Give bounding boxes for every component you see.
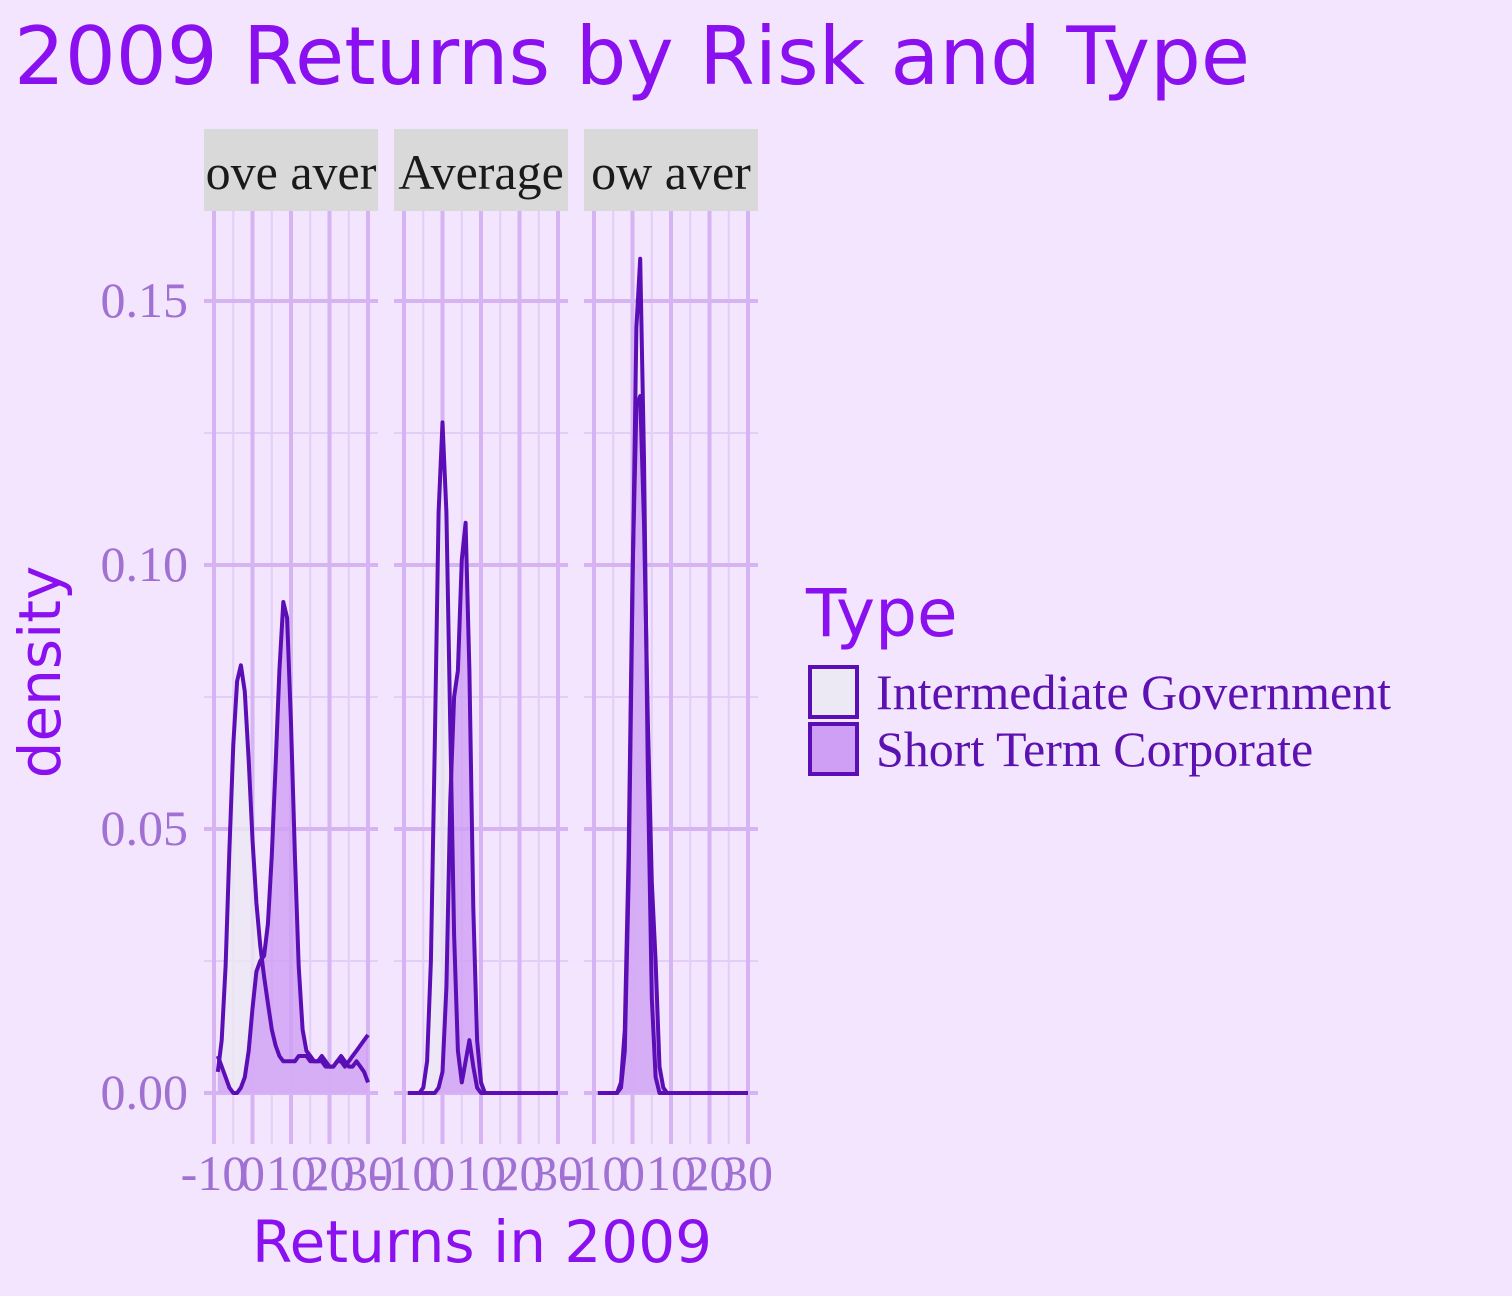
x-tick-label: 30 (533, 1145, 583, 1201)
facet-strip (204, 129, 378, 211)
x-tick-label: 0 (430, 1145, 455, 1201)
facet-strip-label: Average (398, 144, 564, 200)
y-tick-label: 0.00 (101, 1064, 189, 1120)
density-line (407, 520, 558, 1095)
density-line (215, 600, 370, 1095)
y-tick-label: 0.10 (101, 536, 189, 592)
chart-title: 2009 Returns by Risk and Type (14, 10, 1250, 103)
facet-strip (584, 129, 758, 211)
legend-title: Type (805, 575, 958, 652)
y-tick-label: 0.15 (101, 272, 189, 328)
x-axis-title: Returns in 2009 (252, 1208, 712, 1276)
x-tick-label: 10 (646, 1145, 696, 1201)
facet-strip (394, 129, 568, 211)
y-tick-label: 0.05 (101, 800, 189, 856)
x-tick-label: -10 (561, 1145, 628, 1201)
x-tick-label: -10 (181, 1145, 248, 1201)
x-tick-label: 20 (305, 1145, 355, 1201)
x-tick-label: 20 (495, 1145, 545, 1201)
density-line (215, 663, 370, 1084)
legend-label: Short Term Corporate (876, 721, 1313, 777)
facet-strip-label: ow aver (591, 144, 751, 200)
x-tick-label: 10 (266, 1145, 316, 1201)
x-tick-label: 30 (343, 1145, 393, 1201)
density-line (597, 394, 748, 1095)
x-tick-label: -10 (371, 1145, 438, 1201)
facet-strip-label: ove aver (206, 144, 377, 200)
x-tick-label: 30 (723, 1145, 773, 1201)
density-area (407, 422, 558, 1093)
x-tick-label: 20 (685, 1145, 735, 1201)
legend-key (808, 722, 859, 776)
density-area (597, 396, 748, 1093)
legend-key (808, 665, 859, 719)
x-tick-label: 0 (620, 1145, 645, 1201)
x-tick-label: 0 (240, 1145, 265, 1201)
y-axis-ticks: 0.00 0.05 0.10 0.15 (101, 272, 189, 1120)
legend-label: Intermediate Government (876, 664, 1391, 720)
x-tick-label: 10 (456, 1145, 506, 1201)
y-axis-title: density (6, 566, 74, 779)
